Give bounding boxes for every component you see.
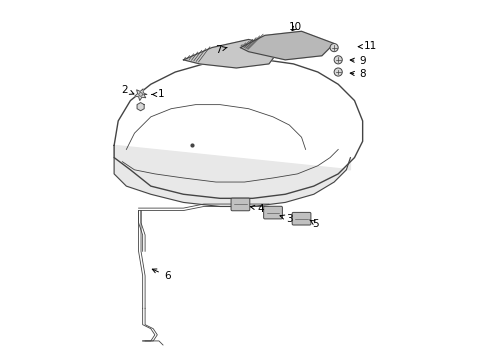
Text: 10: 10 — [288, 22, 302, 32]
Circle shape — [139, 93, 142, 96]
Polygon shape — [240, 31, 333, 60]
Text: 6: 6 — [152, 269, 170, 281]
FancyBboxPatch shape — [291, 212, 310, 225]
Circle shape — [333, 56, 342, 64]
Text: 9: 9 — [349, 56, 365, 66]
Text: 8: 8 — [349, 69, 365, 79]
Text: 7: 7 — [214, 45, 226, 55]
Text: 2: 2 — [121, 85, 134, 95]
Circle shape — [333, 68, 342, 76]
FancyBboxPatch shape — [231, 198, 249, 211]
FancyBboxPatch shape — [263, 206, 282, 219]
Text: 11: 11 — [358, 41, 377, 51]
Circle shape — [329, 44, 338, 52]
Text: 3: 3 — [280, 214, 292, 224]
Text: 1: 1 — [152, 89, 164, 99]
Polygon shape — [135, 89, 146, 100]
Text: 5: 5 — [309, 219, 319, 229]
Polygon shape — [183, 40, 281, 68]
Text: 4: 4 — [250, 203, 264, 213]
Polygon shape — [114, 145, 350, 207]
Polygon shape — [137, 103, 144, 111]
